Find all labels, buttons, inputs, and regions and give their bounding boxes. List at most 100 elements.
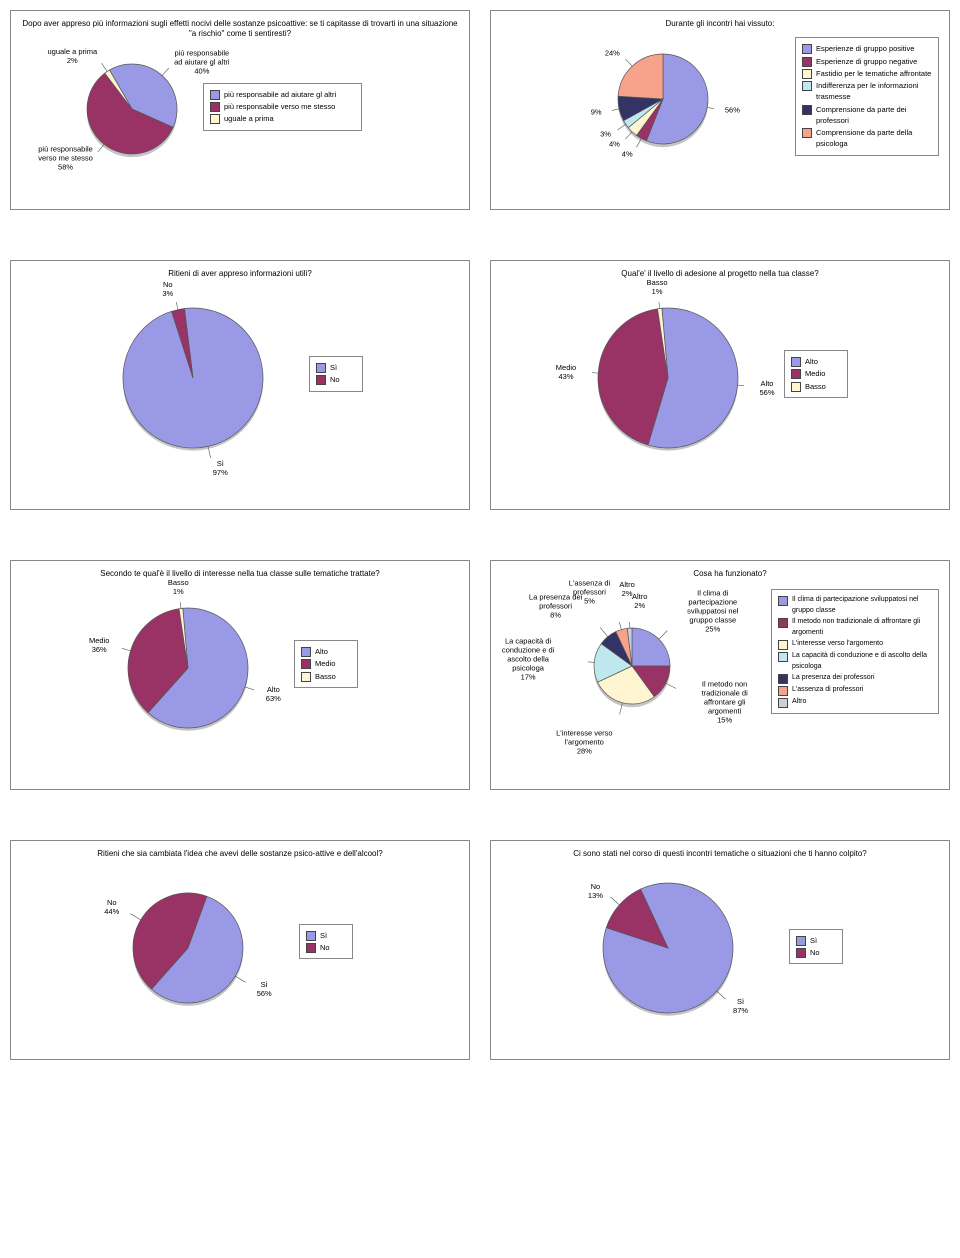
legend-label: La presenza dei professori [792,673,875,684]
chart-title: Qual'e' il livello di adesione al proget… [501,269,939,279]
legend-swatch [791,369,801,379]
pie-chart: Sì87%No13% [597,877,739,1025]
legend-label: L'interesse verso l'argomento [792,639,883,650]
slice-label: Il clima dipartecipazionesviluppatosi ne… [687,589,738,634]
legend-item: Comprensione da parte della psicologa [802,127,932,150]
slice-label: No3% [162,280,173,298]
slice-label: Il metodo nontradizionale diaffrontare g… [701,679,747,724]
legend-swatch [301,672,311,682]
chart-title: Ci sono stati nel corso di questi incont… [501,849,939,859]
legend-item: più responsabile verso me stesso [210,101,355,112]
slice-label: Sì87% [733,997,748,1015]
slice-label: L'interesse versol'argomento28% [556,728,612,755]
legend-item: No [316,374,356,385]
pie-chart: più responsabilead aiutare gl altri40%pi… [81,58,183,166]
legend-item: La presenza dei professori [778,673,932,684]
legend-item: Il clima di partecipazione sviluppatosi … [778,595,932,616]
legend-swatch [210,114,220,124]
legend-swatch [301,659,311,669]
pie-chart: Sì97%No3% [117,302,269,460]
legend-swatch [778,640,788,650]
chart-panel-4: Qual'e' il livello di adesione al proget… [490,260,950,510]
chart-title: Cosa ha funzionato? [693,569,766,579]
legend-item: Basso [791,381,841,392]
legend-item: Esperienze di gruppo negative [802,56,932,67]
chart-panel-1: Dopo aver appreso più informazioni sugli… [10,10,470,210]
legend-item: L'interesse verso l'argomento [778,639,932,650]
legend-swatch [802,105,812,115]
legend-item: Comprensione da parte dei professori [802,104,932,127]
slice-label: uguale a prima2% [48,47,98,65]
slice-label: Alto63% [266,685,281,703]
pie-chart: Il clima dipartecipazionesviluppatosi ne… [588,622,676,716]
legend-label: Medio [315,658,335,669]
legend-box: SìNo [299,924,353,960]
legend-swatch [796,948,806,958]
legend-swatch [791,357,801,367]
chart-panel-6: Cosa ha funzionato? Il clima dipartecipa… [490,560,950,790]
slice-label: Sì56% [257,980,272,998]
legend-label: uguale a prima [224,113,274,124]
legend-label: Comprensione da parte della psicologa [816,127,932,150]
legend-label: Indifferenza per le informazioni trasmes… [816,80,932,103]
legend-item: Medio [301,658,351,669]
legend-label: Sì [320,930,327,941]
slice-label: Basso1% [647,278,668,296]
legend-swatch [778,596,788,606]
chart-title: Ritieni che sia cambiata l'idea che avev… [21,849,459,859]
legend-item: più responsabile ad aiutare gl altri [210,89,355,100]
slice-label: Sì97% [213,459,228,477]
slice-label: No44% [104,898,119,916]
slice-label: 56% [725,106,740,115]
legend-item: uguale a prima [210,113,355,124]
legend-swatch [306,943,316,953]
slice-label: 24% [605,48,620,57]
chart-panel-7: Ritieni che sia cambiata l'idea che avev… [10,840,470,1060]
legend-swatch [316,363,326,373]
legend-item: Il metodo non tradizionale di affrontare… [778,617,932,638]
legend-item: Sì [306,930,346,941]
legend-label: L'assenza di professori [792,685,863,696]
legend-box: SìNo [789,929,843,965]
legend-item: Medio [791,368,841,379]
legend-item: Sì [316,362,356,373]
legend-swatch [802,44,812,54]
legend-swatch [778,698,788,708]
legend-label: La capacità di conduzione e di ascolto d… [792,651,932,672]
legend-label: Alto [805,356,818,367]
legend-box: SìNo [309,356,363,392]
pie-chart: 56%4%4%3%9%24% [612,48,714,156]
pie-chart: Alto63%Medio36%Basso1% [122,602,254,740]
slice-label-altro: Altro2% [632,592,647,610]
legend-box: più responsabile ad aiutare gl altripiù … [203,83,362,131]
slice-label: 3% [600,129,611,138]
chart-title: Dopo aver appreso più informazioni sugli… [21,19,459,40]
legend-swatch [802,128,812,138]
legend-swatch [778,686,788,696]
legend-item: Alto [301,646,351,657]
legend-label: Sì [330,362,337,373]
slice-label: 9% [591,108,602,117]
legend-swatch [316,375,326,385]
chart-panel-2: Durante gli incontri hai vissuto: 56%4%4… [490,10,950,210]
legend-label: Medio [805,368,825,379]
legend-label: più responsabile ad aiutare gl altri [224,89,336,100]
slice-label: Basso1% [168,578,189,596]
legend-swatch [802,69,812,79]
legend-item: Sì [796,935,836,946]
legend-label: No [810,947,820,958]
slice-label: 4% [622,149,633,158]
legend-item: Altro [778,697,932,708]
slice-label: più responsabilead aiutare gl altri40% [174,48,229,75]
slice-label: L'assenza diprofessori5% [569,578,610,605]
legend-item: Basso [301,671,351,682]
legend-item: No [306,942,346,953]
legend-swatch [306,931,316,941]
legend-box: Il clima di partecipazione sviluppatosi … [771,589,939,714]
legend-box: AltoMedio Basso [784,350,848,398]
slice-label: più responsabileverso me stesso58% [38,145,93,172]
legend-item: Fastidio per le tematiche affrontate [802,68,932,79]
legend-label: Sì [810,935,817,946]
legend-label: No [330,374,340,385]
chart-title: Ritieni di aver appreso informazioni uti… [21,269,459,279]
